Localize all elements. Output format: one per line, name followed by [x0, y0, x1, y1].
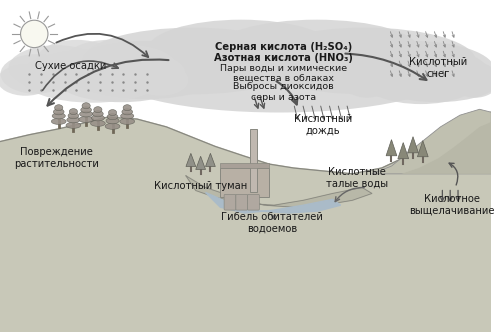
Circle shape — [21, 20, 48, 48]
Ellipse shape — [1, 54, 71, 94]
Bar — [249, 129, 257, 193]
Ellipse shape — [79, 117, 93, 122]
Ellipse shape — [107, 114, 118, 120]
Ellipse shape — [82, 45, 177, 90]
Text: Выбросы диоксидов
серы и азота: Выбросы диоксидов серы и азота — [233, 82, 334, 102]
Ellipse shape — [253, 28, 475, 94]
Polygon shape — [185, 153, 195, 167]
Text: Кислотные
талые воды: Кислотные талые воды — [326, 167, 387, 188]
Ellipse shape — [66, 122, 81, 128]
Ellipse shape — [353, 52, 429, 93]
Ellipse shape — [375, 47, 439, 84]
Text: Серная кислота (H₂SO₄): Серная кислота (H₂SO₄) — [215, 42, 352, 52]
Ellipse shape — [398, 47, 468, 84]
Ellipse shape — [37, 40, 117, 81]
FancyBboxPatch shape — [247, 195, 259, 210]
Text: Азотная кислота (HNO₃): Азотная кислота (HNO₃) — [214, 53, 353, 64]
Polygon shape — [400, 122, 490, 174]
Ellipse shape — [123, 105, 131, 111]
Ellipse shape — [371, 56, 500, 102]
Ellipse shape — [94, 107, 102, 113]
Ellipse shape — [107, 34, 449, 113]
Ellipse shape — [120, 113, 134, 119]
Ellipse shape — [122, 109, 132, 115]
Ellipse shape — [437, 60, 494, 96]
Ellipse shape — [0, 65, 53, 96]
Polygon shape — [195, 156, 205, 169]
FancyBboxPatch shape — [223, 195, 235, 210]
Text: Повреждение
растительности: Повреждение растительности — [15, 148, 99, 169]
Ellipse shape — [69, 109, 77, 115]
Ellipse shape — [68, 113, 79, 119]
Ellipse shape — [451, 70, 496, 98]
Ellipse shape — [82, 28, 304, 94]
Text: Кислотный
снег: Кислотный снег — [408, 57, 466, 79]
Polygon shape — [0, 112, 490, 332]
Ellipse shape — [53, 109, 64, 115]
Ellipse shape — [213, 20, 418, 80]
Text: Кислотный туман: Кислотный туман — [154, 181, 247, 191]
Polygon shape — [205, 193, 340, 213]
Polygon shape — [185, 176, 371, 207]
Text: Пары воды и химические
вещества в облаках: Пары воды и химические вещества в облака… — [220, 64, 347, 84]
Polygon shape — [205, 153, 215, 167]
Bar — [220, 163, 269, 168]
Ellipse shape — [330, 41, 494, 99]
Ellipse shape — [65, 40, 153, 81]
Ellipse shape — [411, 52, 487, 93]
Ellipse shape — [346, 60, 402, 96]
Ellipse shape — [63, 41, 227, 99]
Ellipse shape — [52, 113, 65, 119]
Ellipse shape — [115, 54, 185, 94]
Text: Кислотный
дождь: Кислотный дождь — [293, 114, 351, 136]
Ellipse shape — [81, 107, 91, 113]
Ellipse shape — [55, 105, 63, 111]
Polygon shape — [417, 140, 427, 157]
Ellipse shape — [91, 115, 104, 121]
Polygon shape — [385, 140, 396, 156]
Ellipse shape — [120, 118, 134, 124]
Ellipse shape — [90, 120, 105, 126]
Ellipse shape — [361, 56, 478, 104]
Ellipse shape — [20, 49, 166, 103]
Ellipse shape — [105, 123, 120, 129]
Ellipse shape — [147, 20, 335, 80]
Bar — [220, 168, 269, 197]
Ellipse shape — [9, 45, 104, 90]
Ellipse shape — [344, 70, 388, 98]
Polygon shape — [371, 109, 490, 174]
Ellipse shape — [106, 118, 119, 124]
Ellipse shape — [79, 111, 93, 117]
Text: Сухие осадки: Сухие осадки — [35, 61, 106, 71]
Ellipse shape — [56, 56, 186, 102]
Text: Кислотное
выщелачивание: Кислотное выщелачивание — [409, 195, 494, 216]
Polygon shape — [397, 142, 408, 159]
Ellipse shape — [51, 118, 66, 124]
Ellipse shape — [132, 65, 188, 96]
Text: Гибель обитателей
водоемов: Гибель обитателей водоемов — [221, 212, 322, 234]
Ellipse shape — [82, 103, 90, 109]
Ellipse shape — [92, 111, 103, 117]
FancyBboxPatch shape — [235, 195, 247, 210]
Ellipse shape — [67, 117, 80, 123]
Ellipse shape — [108, 110, 116, 116]
Polygon shape — [407, 137, 417, 153]
